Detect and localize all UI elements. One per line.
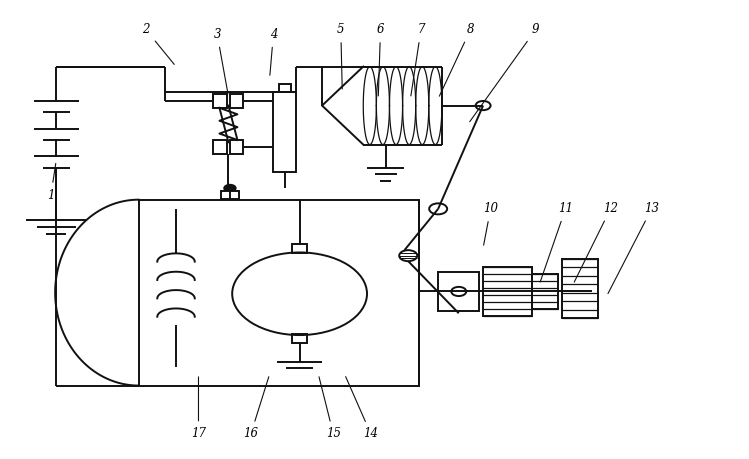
Text: 10: 10	[483, 202, 498, 215]
Text: 4: 4	[270, 28, 277, 41]
Text: 5: 5	[337, 23, 345, 36]
Text: 13: 13	[644, 202, 659, 215]
Text: 16: 16	[243, 427, 258, 440]
Bar	[230, 140, 243, 154]
Bar	[213, 140, 227, 154]
Text: 17: 17	[191, 427, 206, 440]
Bar	[292, 244, 307, 253]
Bar	[483, 267, 532, 316]
Text: 1: 1	[47, 189, 55, 202]
Bar	[438, 272, 479, 311]
Bar	[292, 334, 307, 343]
Bar	[562, 258, 598, 319]
Text: 12: 12	[603, 202, 618, 215]
Bar	[230, 94, 243, 108]
Bar	[221, 191, 239, 199]
Bar	[213, 94, 227, 108]
Bar	[273, 92, 296, 172]
Text: 7: 7	[417, 23, 425, 36]
Text: 6: 6	[377, 23, 384, 36]
Text: 14: 14	[363, 427, 378, 440]
Text: 9: 9	[532, 23, 539, 36]
Bar	[279, 84, 291, 92]
Bar	[532, 274, 558, 308]
Text: 15: 15	[326, 427, 341, 440]
Bar	[139, 200, 419, 386]
Text: 3: 3	[213, 28, 221, 41]
Circle shape	[224, 185, 236, 192]
Text: 11: 11	[558, 202, 573, 215]
Text: 2: 2	[142, 23, 150, 36]
Text: 8: 8	[467, 23, 474, 36]
